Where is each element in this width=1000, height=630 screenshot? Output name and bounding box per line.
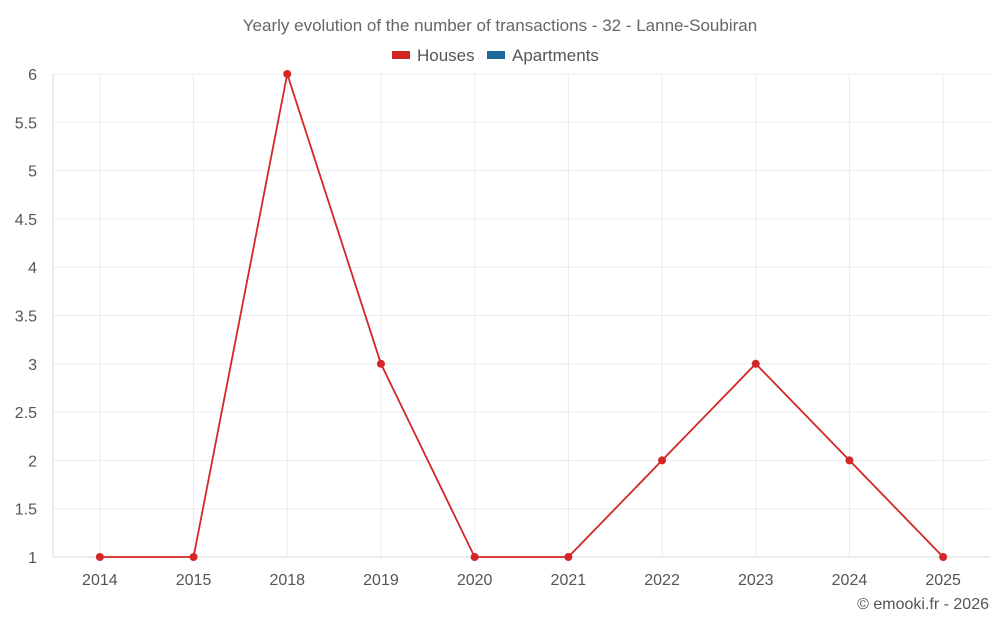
axes: 1 1.5 2 2.5 3 3.5 4 4.5 5 5.5 6 2014 2015 2018 2019 202… bbox=[15, 67, 990, 589]
series-line-houses bbox=[99, 73, 944, 558]
x-tick-label: 2018 bbox=[269, 572, 305, 589]
y-tick-label: 2 bbox=[28, 453, 37, 470]
data-point[interactable] bbox=[470, 553, 479, 561]
data-point[interactable] bbox=[95, 553, 104, 561]
y-tick-label: 3 bbox=[28, 357, 37, 374]
chart-title: Yearly evolution of the number of transa… bbox=[243, 16, 757, 35]
legend-swatch-apartments bbox=[487, 51, 505, 59]
data-point[interactable] bbox=[189, 553, 198, 561]
data-point[interactable] bbox=[658, 456, 667, 465]
x-tick-label: 2019 bbox=[363, 572, 399, 589]
x-tick-label: 2024 bbox=[832, 572, 868, 589]
credit-text: © emooki.fr - 2026 bbox=[857, 596, 989, 613]
legend-label-houses: Houses bbox=[417, 46, 475, 65]
data-point[interactable] bbox=[751, 359, 760, 368]
y-tick-label: 4.5 bbox=[15, 212, 37, 229]
y-tick-label: 1 bbox=[28, 550, 37, 567]
y-tick-label: 4 bbox=[28, 260, 37, 277]
legend: Houses Apartments bbox=[392, 46, 599, 65]
data-point[interactable] bbox=[845, 456, 854, 465]
y-tick-label: 5.5 bbox=[15, 115, 37, 132]
y-tick-label: 1.5 bbox=[15, 502, 37, 519]
x-tick-label: 2015 bbox=[176, 572, 212, 589]
y-tick-label: 6 bbox=[28, 67, 37, 84]
grid bbox=[53, 73, 990, 558]
x-tick-label: 2023 bbox=[738, 572, 774, 589]
data-point[interactable] bbox=[939, 553, 948, 561]
legend-swatch-houses bbox=[392, 51, 410, 59]
data-point[interactable] bbox=[564, 553, 573, 561]
y-tick-label: 2.5 bbox=[15, 405, 37, 422]
legend-item-apartments[interactable]: Apartments bbox=[487, 46, 599, 65]
x-tick-label: 2025 bbox=[925, 572, 961, 589]
data-point[interactable] bbox=[376, 359, 385, 368]
data-point[interactable] bbox=[283, 70, 292, 78]
x-tick-label: 2022 bbox=[644, 572, 680, 589]
y-tick-label: 3.5 bbox=[15, 309, 37, 326]
series-houses bbox=[95, 70, 948, 561]
x-tick-label: 2014 bbox=[82, 572, 118, 589]
x-tick-label: 2020 bbox=[457, 572, 493, 589]
x-tick-label: 2021 bbox=[551, 572, 587, 589]
legend-item-houses[interactable]: Houses bbox=[392, 46, 475, 65]
legend-label-apartments: Apartments bbox=[512, 46, 599, 65]
y-tick-label: 5 bbox=[28, 164, 37, 181]
